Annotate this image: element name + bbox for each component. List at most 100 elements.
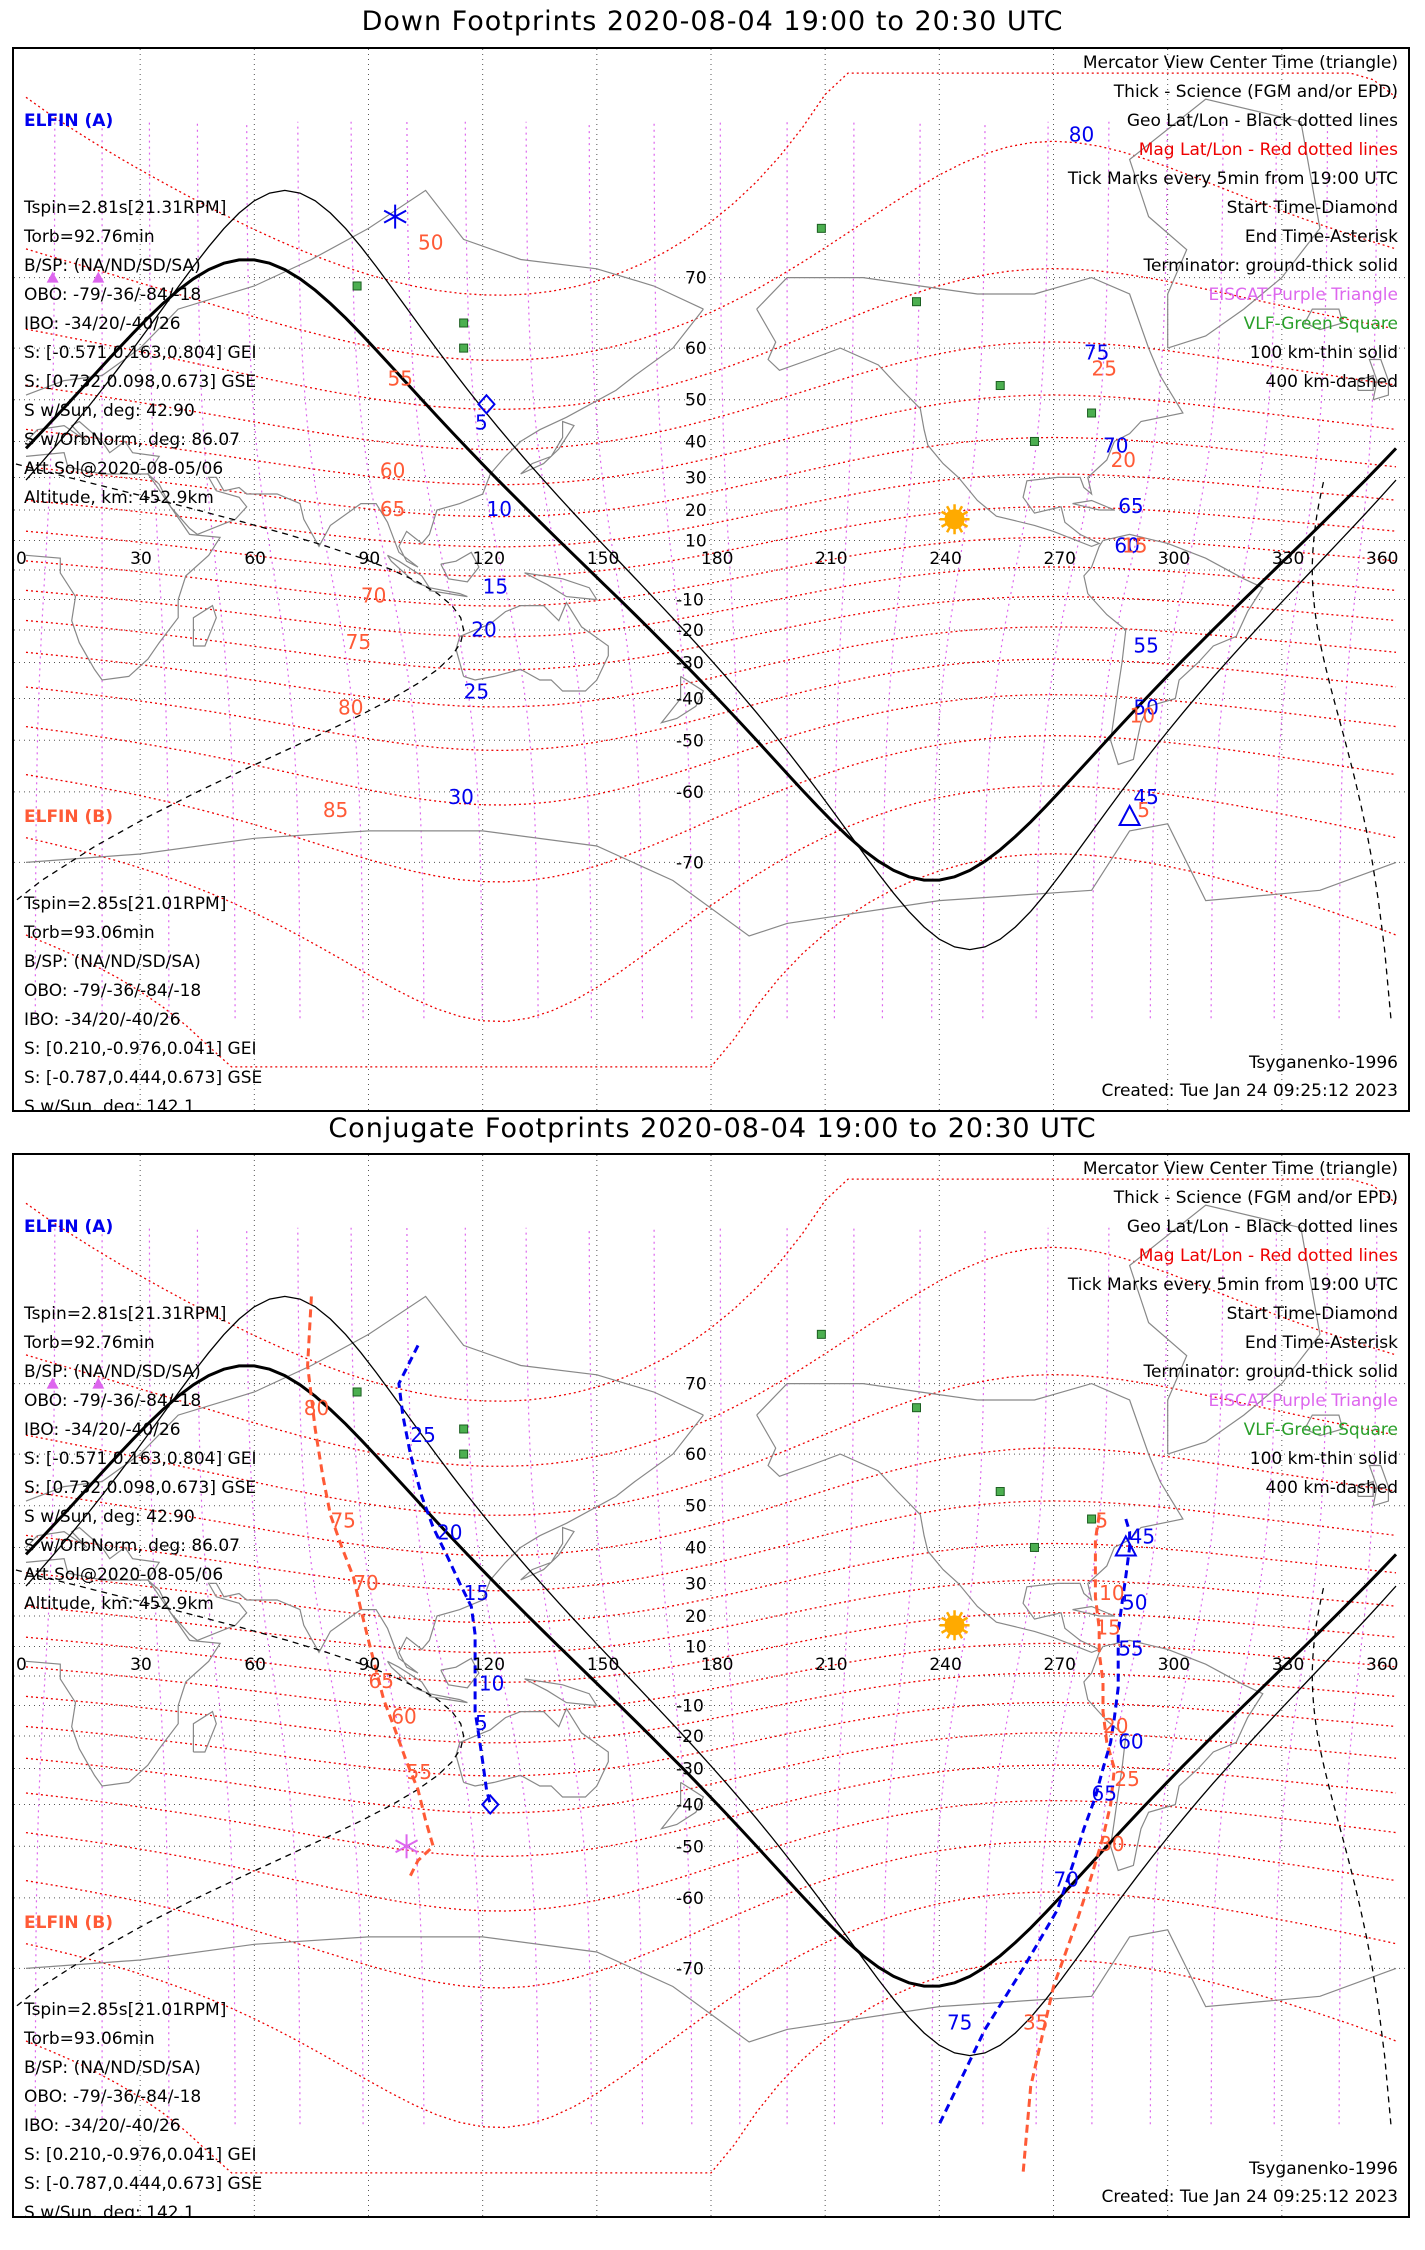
info-line: S: [-0.571,0.163,0.804] GEI	[24, 343, 257, 363]
info-line: OBO: -79/-36/-84/-18	[24, 2087, 202, 2107]
map-canvas-conjugate: 2520151054550556065707580757065605551015…	[14, 1155, 1408, 2216]
coastline	[1368, 358, 1389, 401]
info-line: S w/OrbNorm, deg: 86.07	[24, 1536, 241, 1556]
lat-axis-label: -10	[676, 591, 704, 611]
elfin-b-tick-label: 55	[407, 1760, 432, 1784]
elfin-b-tick-label: 80	[338, 695, 363, 719]
elfin-a-tick-label: 60	[1118, 1730, 1143, 1754]
elfin-a-tick-label: 50	[1122, 1591, 1147, 1615]
terminator-100km	[25, 1295, 1397, 2057]
vlf-site-marker	[459, 343, 469, 353]
lat-axis-label: 60	[685, 339, 707, 359]
mag-latitude-line	[25, 1764, 1397, 1858]
elfin-b-tick-label: 80	[304, 1396, 329, 1420]
info-line: B/SP: (NA/ND/SD/SA)	[24, 256, 201, 276]
lat-axis-label: 40	[685, 1538, 707, 1558]
mag-meridian	[246, 1227, 301, 2125]
mag-meridian	[1035, 121, 1110, 1019]
legend-mag: Mag Lat/Lon - Red dotted lines	[1138, 1246, 1398, 1266]
coastline	[428, 587, 468, 598]
lon-axis-label: 60	[244, 549, 266, 569]
elfin-b-tick-label: 60	[391, 1705, 416, 1729]
lat-axis-label: -40	[676, 1796, 704, 1816]
coastline	[386, 1660, 431, 1695]
mag-latitude-line	[25, 1178, 1397, 1402]
elfin-b-label: ELFIN (B)	[24, 807, 114, 827]
map-canvas-down: 5101520253080757065605550455055606570758…	[14, 49, 1408, 1110]
vlf-site-marker	[995, 381, 1005, 391]
lat-axis-label: -60	[676, 783, 704, 803]
sun-disk	[944, 1615, 965, 1636]
legend-end: End Time-Asterisk	[1244, 227, 1398, 247]
mag-latitude-line	[25, 1732, 1397, 1814]
elfin-b-tick-label: 15	[1122, 533, 1147, 557]
lat-axis-label: 20	[685, 501, 707, 521]
elfin-b-tick-label: 25	[1114, 1767, 1139, 1791]
lat-axis-label: 20	[685, 1607, 707, 1627]
lat-axis-label: -70	[676, 853, 704, 873]
sun-disk	[944, 509, 965, 530]
info-line: S: [0.732,0.098,0.673] GSE	[24, 1478, 257, 1498]
legend-eiscat: EISCAT-Purple Triangle	[1208, 285, 1398, 305]
coastline	[1072, 1605, 1115, 1617]
lon-axis-label: 0	[16, 1655, 27, 1675]
lat-axis-label: -70	[676, 1959, 704, 1979]
vlf-site-marker	[1029, 436, 1039, 446]
footer-model-conjugate: Tsyganenko-1996	[1248, 2159, 1398, 2179]
legend-start: Start Time-Diamond	[1226, 198, 1398, 218]
mag-latitude-line	[25, 694, 1397, 806]
elfin-b-tick-label: 70	[353, 1571, 378, 1595]
legend-title_line: Mercator View Center Time (triangle)	[1082, 1159, 1398, 1179]
legend-ticks: Tick Marks every 5min from 19:00 UTC	[1067, 1275, 1398, 1295]
terminator-400km-east	[1311, 477, 1392, 1019]
elfin-b-tick-label: 5	[1137, 798, 1150, 822]
elfin-a-tick-label: 75	[947, 2010, 972, 2034]
mag-latitude-line	[25, 1542, 1397, 1624]
mag-meridian	[525, 121, 592, 1019]
lat-axis-label: -20	[676, 621, 704, 641]
elfin-a-tick-label: 55	[1133, 634, 1158, 658]
coastline	[1083, 533, 1264, 766]
down-footprints-map: 5 10 15 20 25 30 80 75 70 65 60 55 50 45 50 55 60 65 70 75 8…	[12, 47, 1410, 1112]
lon-axis-label: 300	[1158, 549, 1190, 569]
coastline	[25, 308, 704, 568]
lon-axis-label: 360	[1366, 1655, 1398, 1675]
info-line: Altitude, km: 452.9km	[24, 488, 214, 508]
elfin-b-tick-label: 55	[388, 367, 413, 391]
vlf-site-marker	[816, 223, 826, 233]
coastline	[520, 420, 575, 475]
coastline	[1128, 98, 1321, 349]
info-line: S w/Sun, deg: 42.90	[24, 401, 195, 421]
info-line: Altitude, km: 452.9km	[24, 1594, 214, 1614]
elfin-a-tick-label: 75	[1084, 341, 1109, 365]
info-line: S w/Sun, deg: 142.1	[24, 2203, 195, 2218]
legend-thick: Thick - Science (FGM and/or EPD)	[1113, 82, 1398, 102]
elfin-a-tick-label: 10	[479, 1672, 504, 1696]
start-diamond-marker	[477, 393, 496, 415]
coastline	[440, 1657, 480, 1689]
coastline	[520, 1526, 575, 1581]
lat-axis-label: 30	[685, 468, 707, 488]
terminator-ground	[24, 258, 1398, 882]
info-line: Tspin=2.81s[21.31RPM]	[24, 198, 227, 218]
coastline	[1357, 374, 1374, 391]
elfin-b-tick-label: 15	[1095, 1615, 1120, 1639]
lon-axis-label: 150	[587, 1655, 619, 1675]
lat-axis-label: 70	[685, 1375, 707, 1395]
coastline	[1072, 499, 1115, 511]
info-line: B/SP: (NA/ND/SD/SA)	[24, 952, 201, 972]
mag-meridian	[1149, 121, 1224, 1019]
mag-latitude-line	[25, 1500, 1397, 1592]
coastline	[192, 604, 217, 647]
elfin-a-tick-label: 65	[1092, 1782, 1117, 1806]
footer-model-down: Tsyganenko-1996	[1248, 1053, 1398, 1073]
lon-axis-label: 240	[929, 1655, 961, 1675]
info-line: S: [0.210,-0.976,0.041] GEI	[24, 1039, 257, 1059]
mag-latitude-line	[25, 1373, 1397, 1516]
elfin-a-label: ELFIN (A)	[24, 111, 114, 131]
terminator-400km	[14, 462, 465, 903]
elfin-b-tick-label: 60	[380, 458, 405, 482]
mag-latitude-line	[25, 1642, 1397, 1713]
elfin-a-track	[937, 1518, 1132, 2125]
elfin-b-info-conjugate: ELFIN (B) Tspin=2.85s[21.01RPM] Torb=93.0…	[24, 1851, 262, 2218]
